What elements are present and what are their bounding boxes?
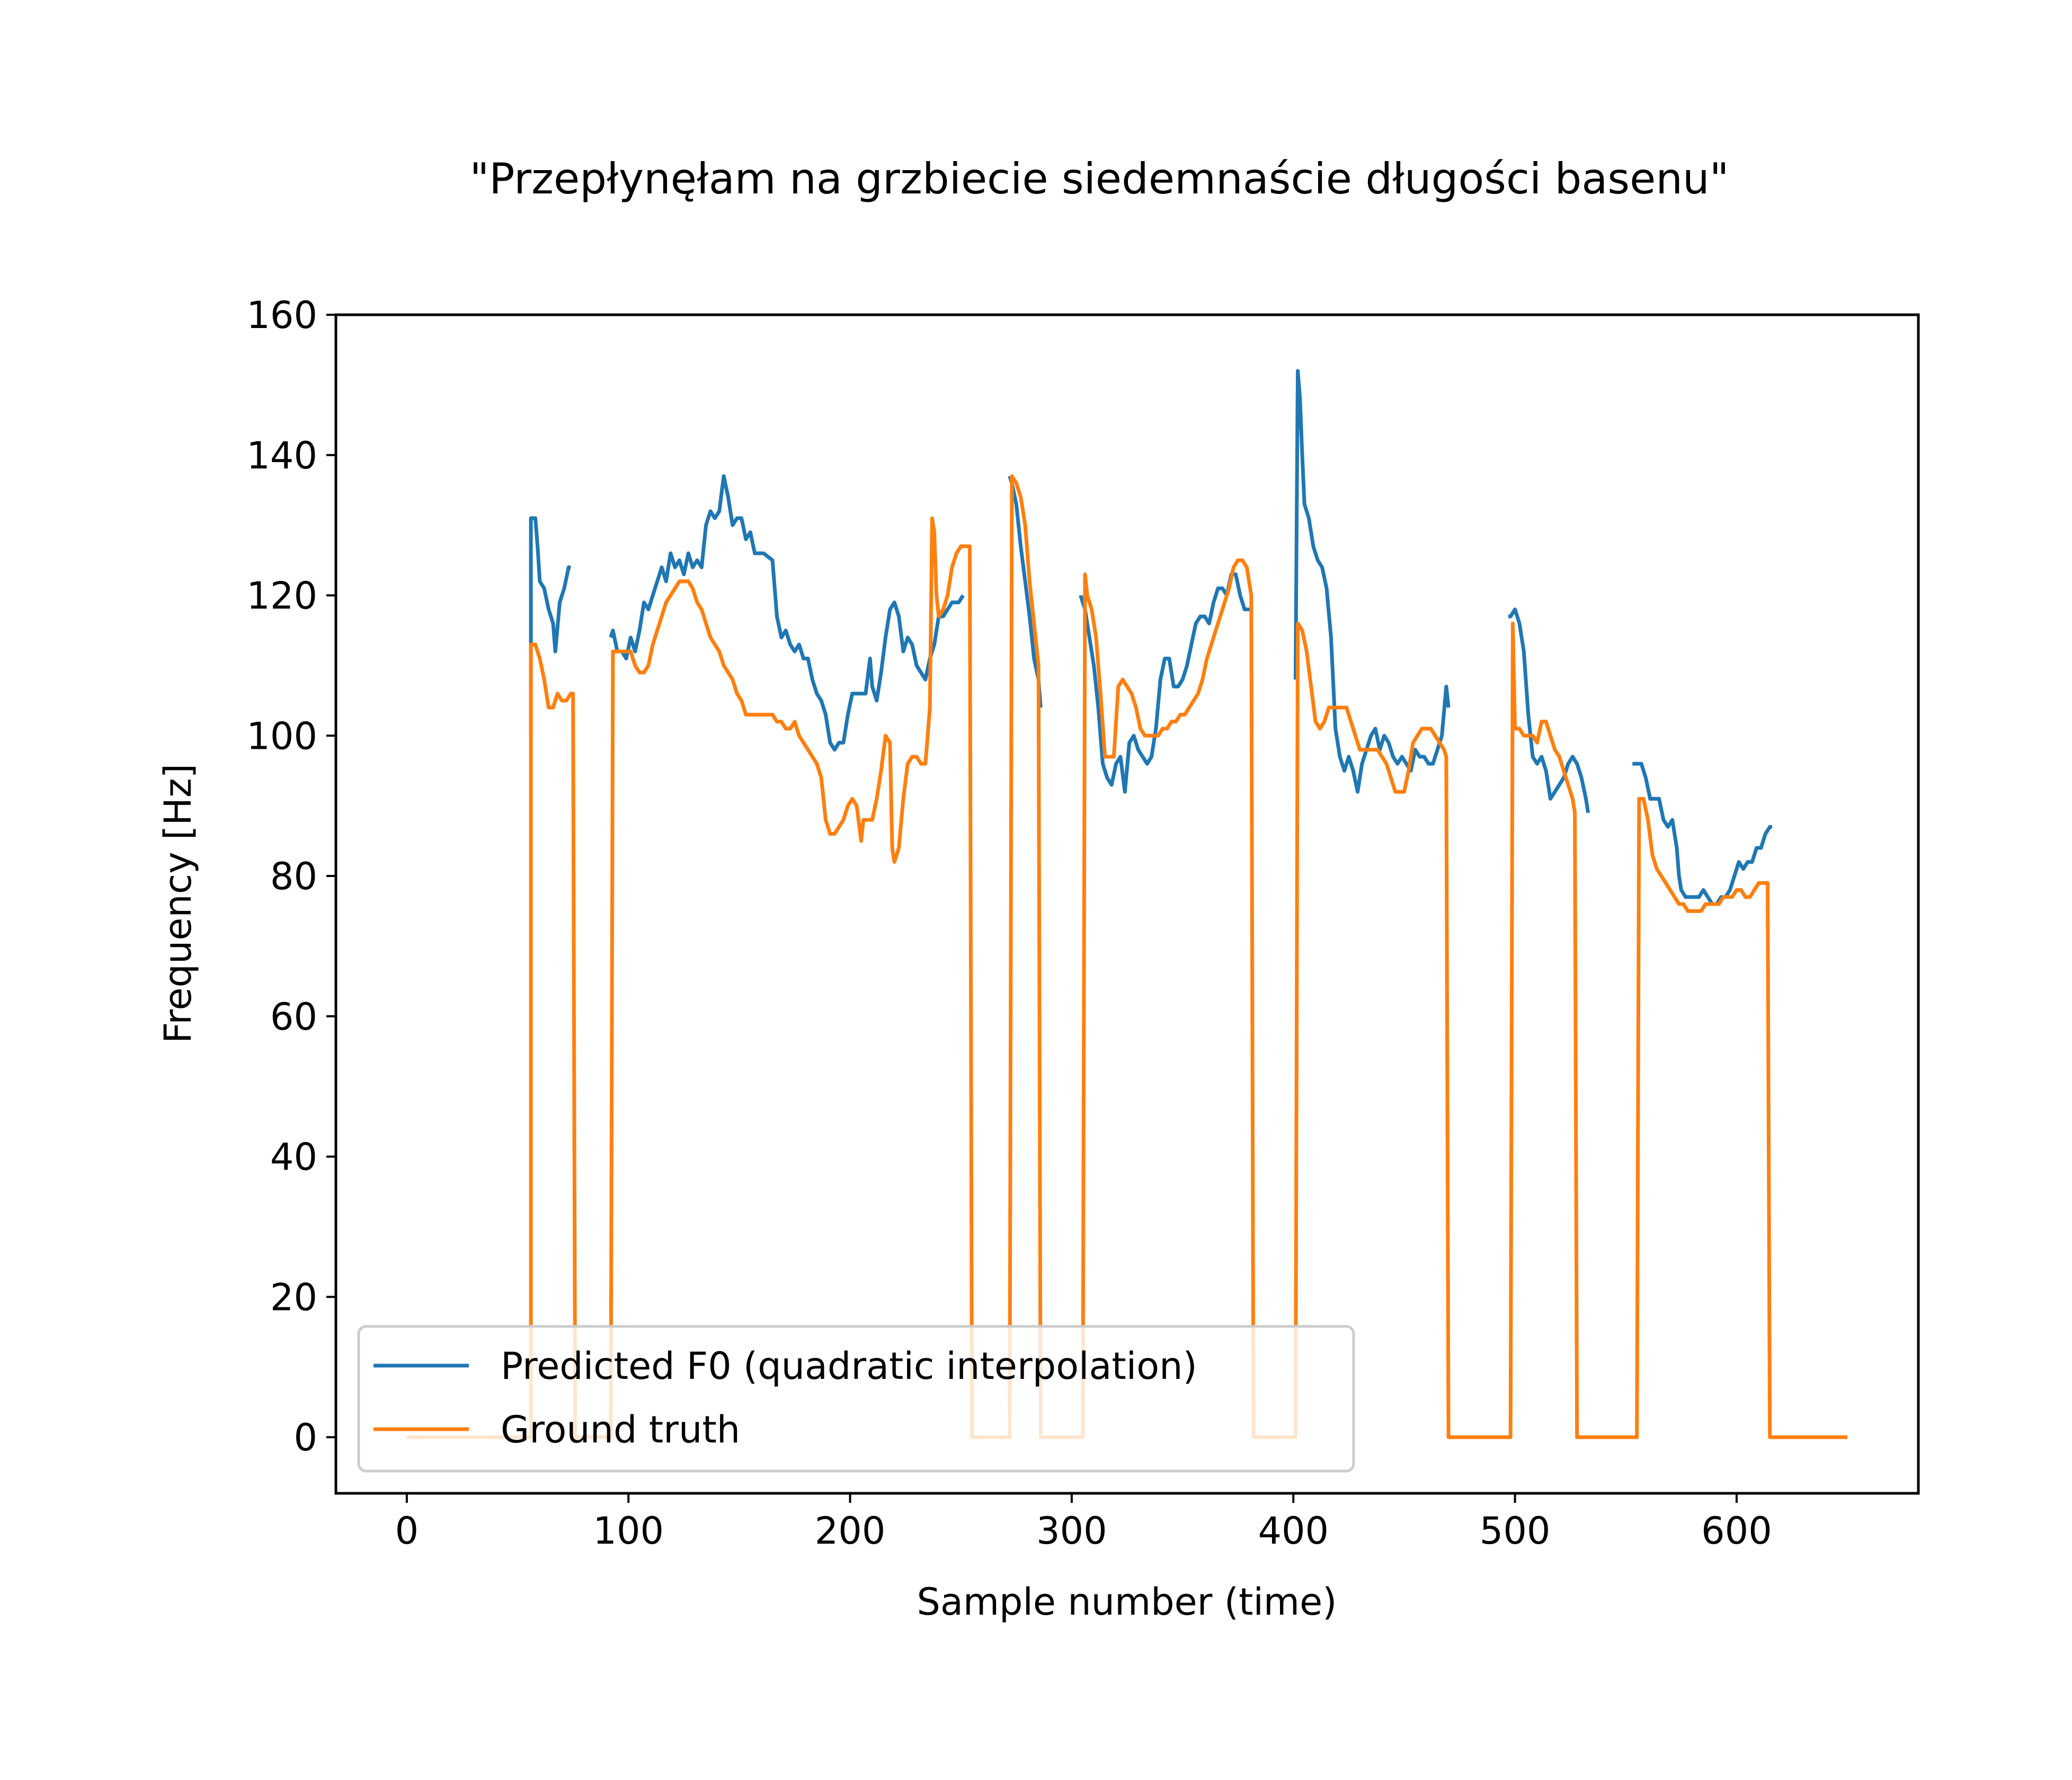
series-0-line-segment-3 [1079,572,1251,794]
x-tick-label: 500 [1480,1509,1551,1553]
x-tick-label: 600 [1701,1509,1772,1553]
legend: Predicted F0 (quadratic interpolation) G… [357,1325,1355,1473]
x-tick-label: 100 [593,1509,664,1553]
x-axis-ticks: 0 100 200 300 400 500 600 [395,1493,1772,1553]
x-tick-label: 200 [815,1509,886,1553]
y-tick-label: 0 [294,1416,317,1459]
y-tick-label: 40 [270,1136,317,1179]
x-tick-label: 0 [395,1509,419,1553]
series-1-line-segment-0 [406,474,1848,1439]
chart-title: "Przepłynęłam na grzbiecie siedemnaście … [469,154,1729,203]
series-0-line-segment-2 [1008,475,1043,708]
y-tick-label: 160 [246,294,317,337]
series-0-line-segment-4 [1293,369,1451,794]
series-0-line-segment-0 [529,516,571,736]
legend-label-predicted: Predicted F0 (quadratic interpolation) [501,1344,1197,1388]
series-0-line-segment-6 [1632,761,1772,906]
x-axis-label: Sample number (time) [917,1580,1337,1624]
y-axis-label: Frequency [Hz] [156,764,200,1043]
legend-box [357,1325,1355,1473]
y-tick-label: 140 [246,434,317,477]
series-0-line-segment-5 [1508,607,1590,813]
series-0-line-segment-1 [609,474,965,752]
x-tick-label: 400 [1258,1509,1329,1553]
y-tick-label: 100 [246,714,317,758]
y-tick-label: 20 [270,1276,317,1319]
legend-label-ground-truth: Ground truth [501,1408,740,1451]
plot-lines [406,369,1848,1439]
y-tick-label: 60 [270,995,317,1039]
x-tick-label: 300 [1036,1509,1107,1553]
y-tick-label: 120 [246,574,317,618]
y-axis-ticks: 0 20 40 60 80 100 120 140 160 [246,294,336,1459]
y-tick-label: 80 [270,855,317,898]
plot-frame [334,313,1920,1495]
